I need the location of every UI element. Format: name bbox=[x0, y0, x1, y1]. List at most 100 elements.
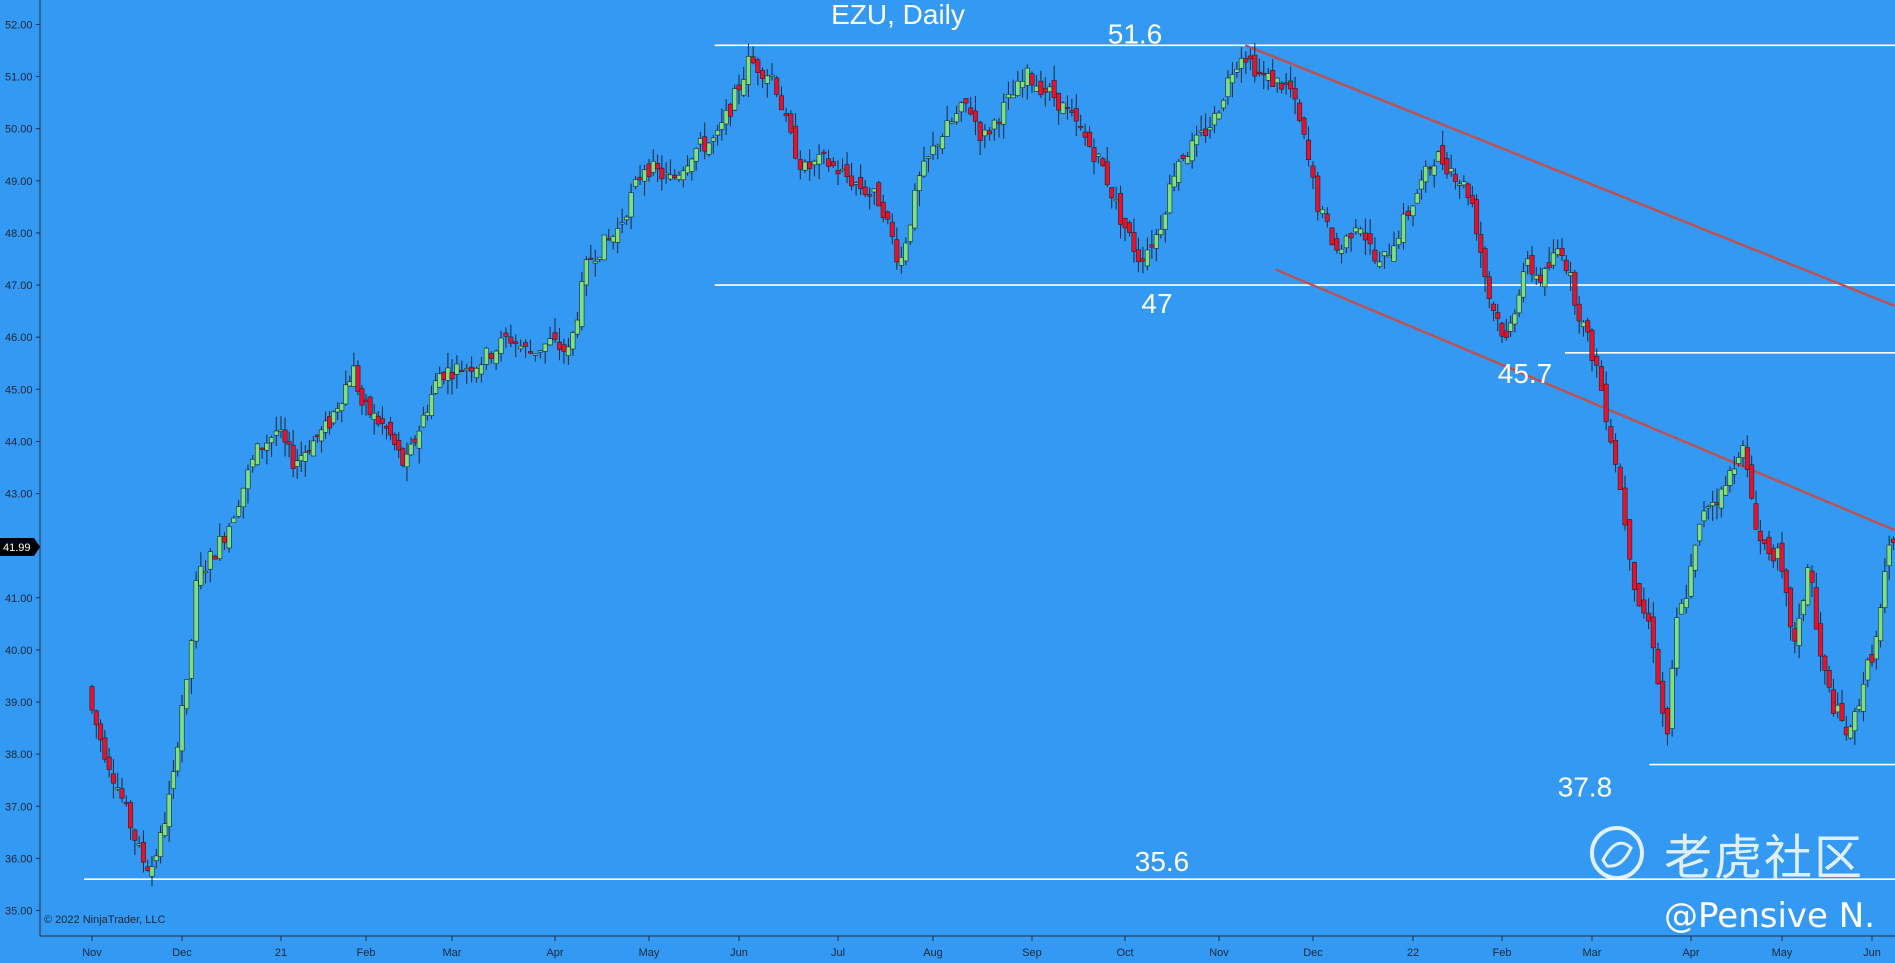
candle-up bbox=[318, 429, 324, 442]
candle-up bbox=[764, 75, 770, 84]
tiger-logo-icon bbox=[1590, 826, 1644, 880]
candle-down bbox=[1499, 322, 1505, 337]
candle-up bbox=[1555, 248, 1561, 255]
candle-up bbox=[437, 373, 443, 388]
candle-up bbox=[574, 319, 580, 335]
candle-down bbox=[355, 365, 361, 392]
candle-down bbox=[1788, 587, 1794, 628]
candle-up bbox=[719, 122, 725, 130]
candle-up bbox=[1212, 113, 1218, 126]
candle-up bbox=[583, 259, 589, 286]
candle-down bbox=[807, 161, 813, 170]
candle-down bbox=[849, 175, 855, 187]
candle-up bbox=[264, 442, 270, 451]
candle-down bbox=[1538, 274, 1544, 283]
candle-down bbox=[788, 113, 794, 133]
candle-down bbox=[774, 77, 780, 95]
candle-up bbox=[1692, 544, 1698, 571]
candle-up bbox=[1461, 181, 1467, 186]
candle-up bbox=[1683, 598, 1689, 608]
candle-down bbox=[132, 829, 138, 841]
candle-up bbox=[958, 102, 964, 113]
candle-down bbox=[830, 161, 836, 166]
candle-up bbox=[601, 234, 607, 261]
candle-up bbox=[136, 843, 142, 846]
candle-up bbox=[592, 260, 598, 264]
candle-up bbox=[1339, 248, 1345, 254]
candle-down bbox=[1813, 587, 1819, 630]
candle-down bbox=[327, 416, 333, 429]
candle-up bbox=[667, 174, 673, 180]
candle-down bbox=[508, 336, 514, 344]
candle-up bbox=[351, 365, 357, 387]
trend-lines bbox=[1244, 44, 1895, 532]
candle-down bbox=[527, 351, 533, 354]
candle-up bbox=[710, 137, 716, 142]
candle-down bbox=[867, 194, 873, 197]
candle-down bbox=[123, 802, 129, 805]
candle-up bbox=[991, 119, 997, 130]
candle-down bbox=[383, 426, 389, 429]
candle-down bbox=[826, 158, 832, 167]
candle-up bbox=[1731, 468, 1737, 475]
candle-down bbox=[655, 163, 661, 170]
candle-down bbox=[513, 341, 519, 344]
candle-up bbox=[254, 443, 260, 466]
candle-down bbox=[1869, 654, 1875, 663]
candle-down bbox=[441, 371, 447, 380]
candle-down bbox=[1627, 519, 1633, 560]
y-tick-label: 43.00 bbox=[5, 489, 33, 501]
candle-down bbox=[1503, 330, 1509, 338]
level-label: 45.7 bbox=[1498, 358, 1553, 389]
candle-up bbox=[339, 403, 345, 411]
candle-up bbox=[949, 121, 955, 124]
candle-down bbox=[1603, 383, 1609, 423]
candle-up bbox=[745, 56, 751, 85]
candle-down bbox=[1301, 117, 1307, 135]
candle-up bbox=[153, 855, 159, 862]
candle-up bbox=[633, 179, 639, 187]
candle-down bbox=[1064, 106, 1070, 109]
candle-down bbox=[1714, 502, 1720, 505]
x-tick-label: Nov bbox=[82, 947, 102, 959]
candle-up bbox=[1220, 99, 1226, 109]
candle-up bbox=[1207, 127, 1213, 131]
candle-up bbox=[1418, 179, 1424, 190]
candle-up bbox=[273, 430, 279, 436]
candle-up bbox=[542, 343, 548, 352]
candle-down bbox=[797, 159, 803, 170]
candle-down bbox=[1822, 655, 1828, 671]
candle-up bbox=[1882, 571, 1888, 608]
candle-down bbox=[1091, 147, 1097, 162]
x-tick-label: Jul bbox=[831, 947, 845, 959]
candle-down bbox=[212, 555, 218, 560]
y-tick-label: 36.00 bbox=[5, 853, 33, 865]
candle-up bbox=[1705, 506, 1711, 509]
candle-down bbox=[996, 121, 1002, 125]
candle-up bbox=[871, 188, 877, 193]
x-tick-label: 21 bbox=[275, 947, 287, 959]
candle-down bbox=[128, 802, 134, 829]
candle-up bbox=[158, 832, 164, 857]
axes: 35.0036.0037.0038.0039.0040.0041.0042.00… bbox=[5, 0, 1895, 959]
candle-up bbox=[323, 420, 329, 433]
candle-down bbox=[1749, 464, 1755, 499]
candle-up bbox=[685, 165, 691, 174]
candle-up bbox=[226, 526, 232, 549]
candle-up bbox=[1033, 85, 1039, 92]
candle-up bbox=[1113, 199, 1119, 202]
x-tick-label: Mar bbox=[1583, 947, 1602, 959]
candle-down bbox=[1452, 173, 1458, 182]
candle-down bbox=[89, 686, 95, 711]
candle-down bbox=[1474, 199, 1480, 235]
candle-up bbox=[1718, 488, 1724, 509]
candle-up bbox=[310, 440, 316, 457]
candle-down bbox=[750, 56, 756, 64]
trend-line bbox=[1244, 44, 1895, 308]
candle-up bbox=[115, 787, 121, 790]
candle-up bbox=[483, 347, 489, 365]
candle-up bbox=[912, 189, 918, 229]
candle-up bbox=[1229, 74, 1235, 84]
candle-up bbox=[1701, 510, 1707, 522]
candle-down bbox=[1830, 689, 1836, 714]
